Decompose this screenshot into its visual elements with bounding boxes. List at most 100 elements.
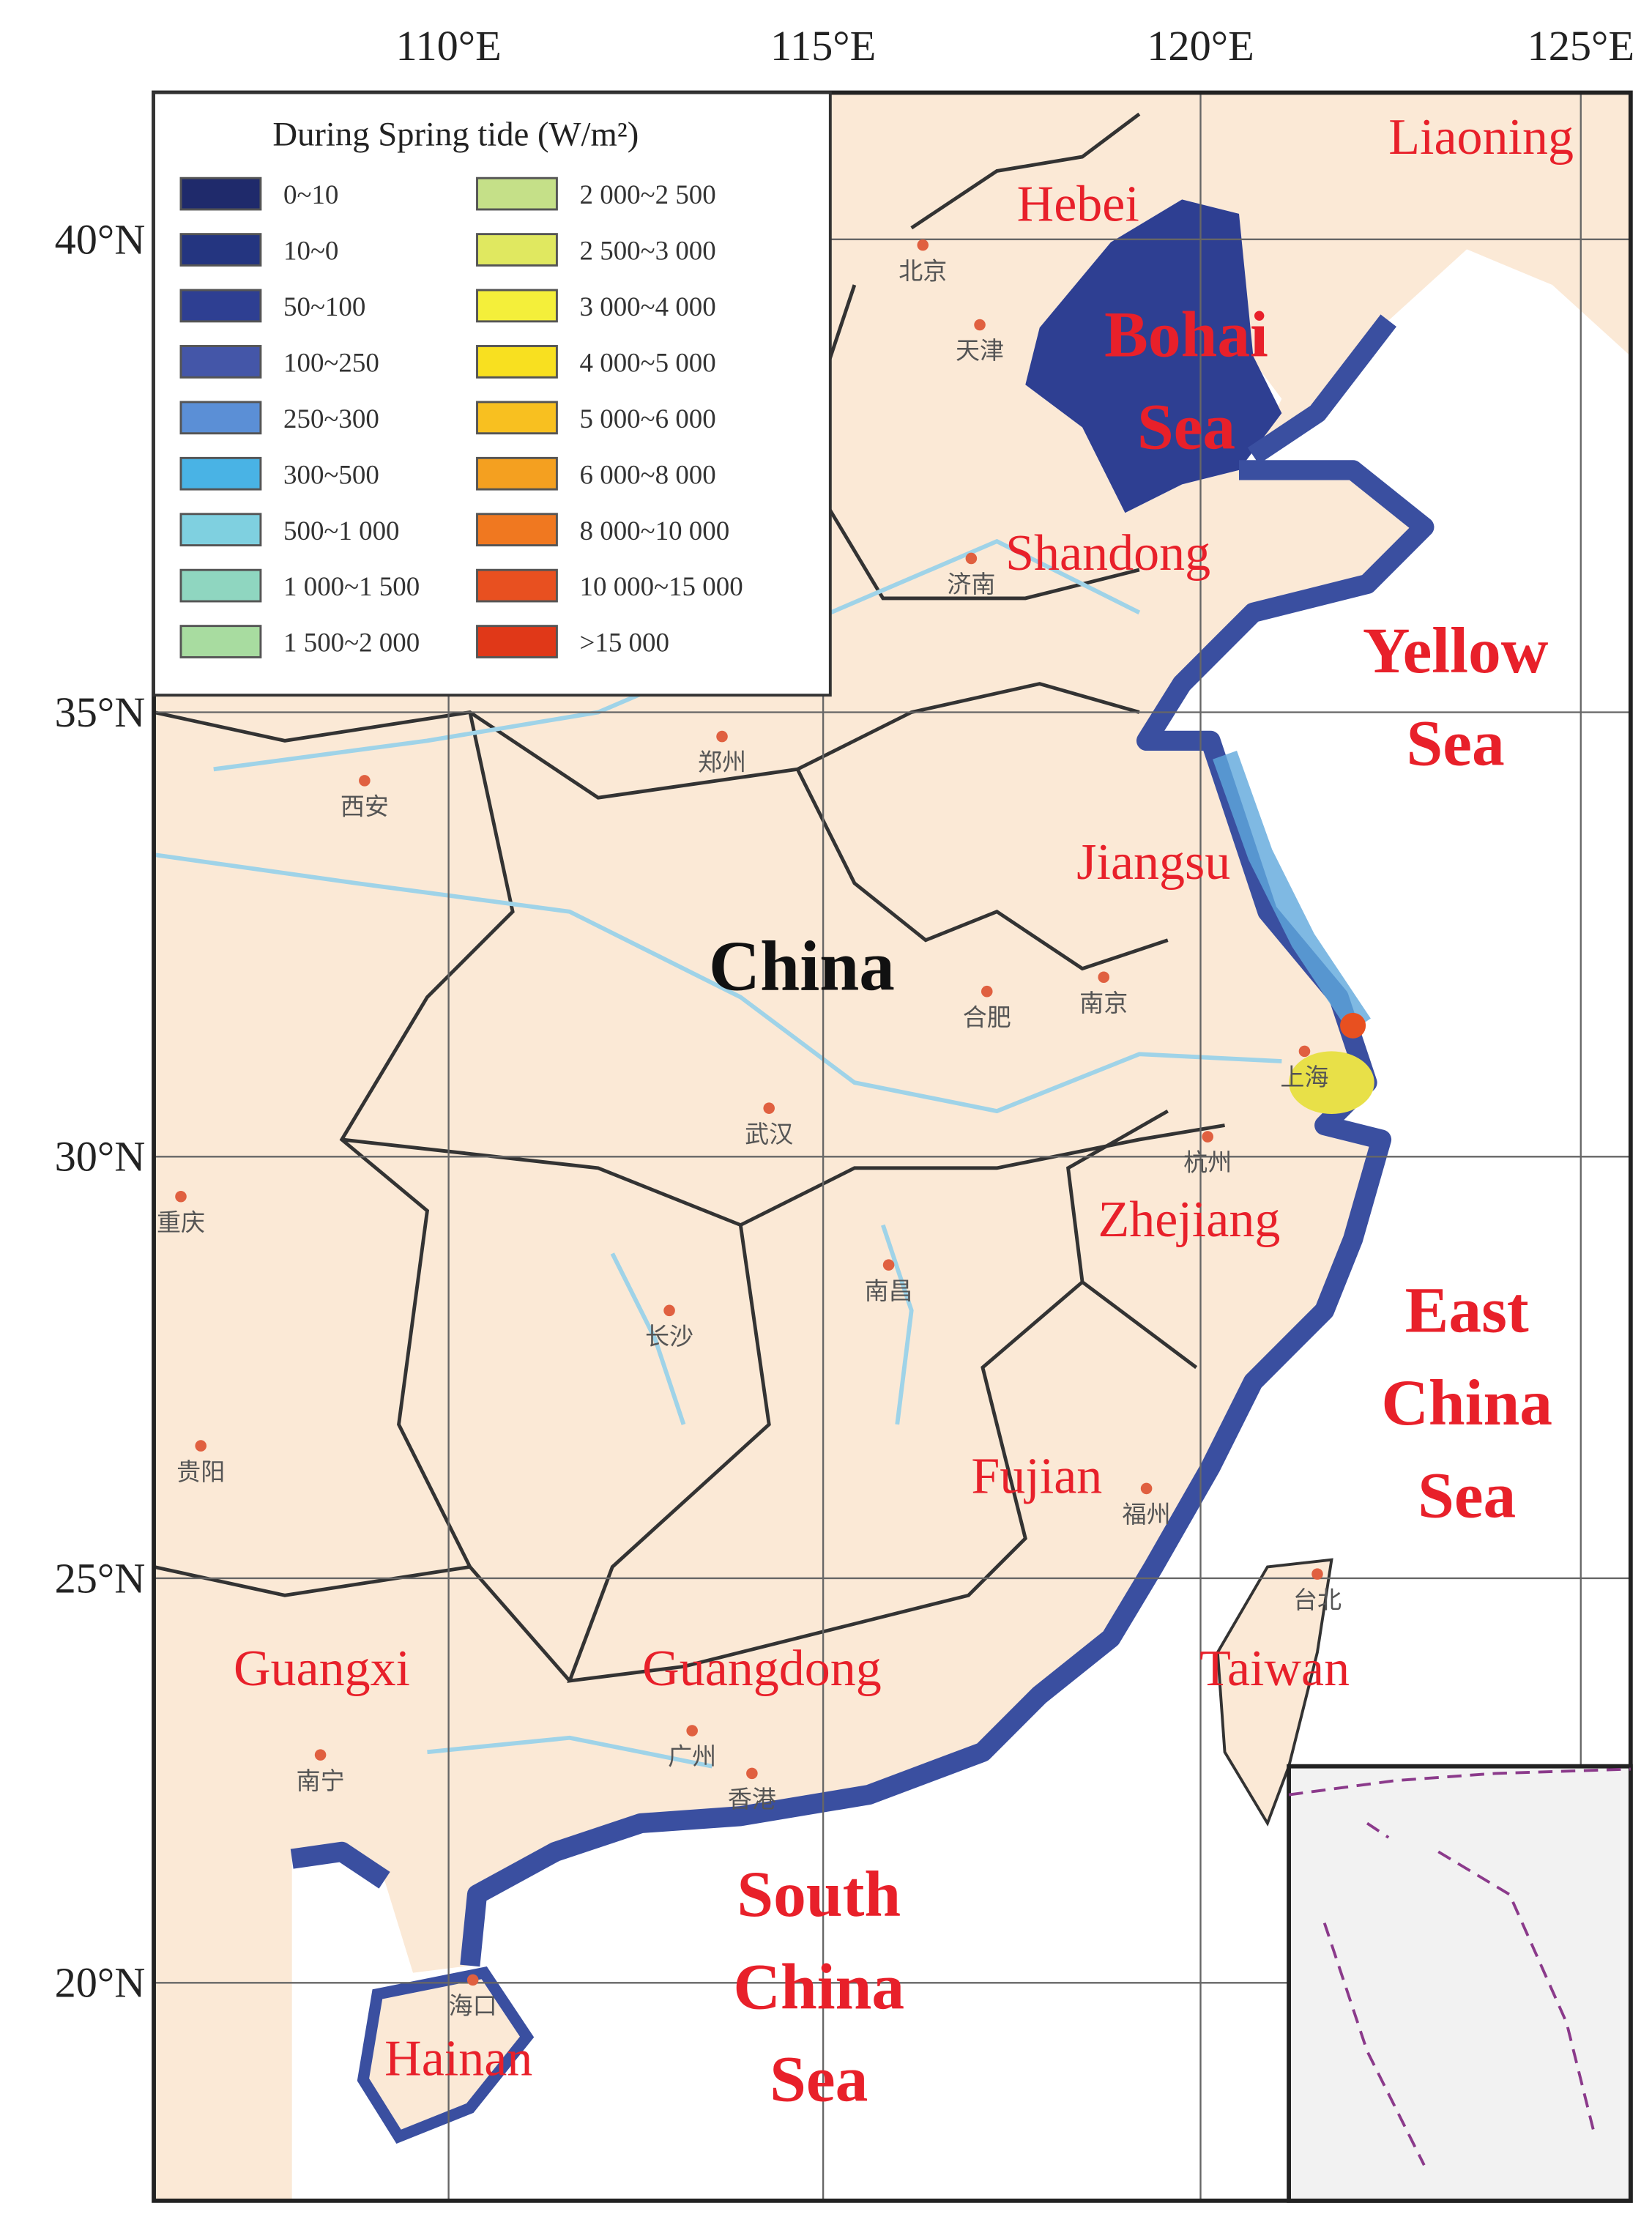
sea-label: Sea [1407, 707, 1505, 779]
legend-label: 250~300 [283, 404, 379, 434]
legend-swatch [179, 289, 262, 323]
city-label: 合肥 [963, 1003, 1011, 1031]
city-marker [974, 319, 986, 331]
city-label: 北京 [898, 256, 947, 285]
inset-boundaries [1288, 1767, 1631, 2166]
city-label: 郑州 [698, 748, 746, 776]
city-label: 南京 [1079, 989, 1128, 1017]
sea-label: Sea [770, 2043, 868, 2116]
city-marker [1202, 1131, 1213, 1143]
city-label: 广州 [668, 1742, 716, 1771]
city-label: 南宁 [297, 1767, 345, 1795]
city-label: 重庆 [157, 1208, 205, 1236]
legend-swatch [179, 233, 262, 267]
province-label: Zhejiang [1098, 1192, 1281, 1248]
city-label: 上海 [1280, 1063, 1328, 1091]
coastal-tidal-band [290, 314, 1435, 1967]
legend-label: 10 000~15 000 [580, 571, 743, 601]
longitude-label: 120°E [1147, 22, 1254, 70]
legend-label: 2 000~2 500 [580, 179, 716, 209]
province-label: Fujian [971, 1448, 1102, 1504]
sea-label: Yellow [1363, 614, 1549, 687]
legend-label: 1 500~2 000 [283, 628, 420, 658]
city-marker [686, 1725, 698, 1736]
shanghai-tidal-hotspot [1289, 1051, 1374, 1114]
bohai-tidal-zone [1025, 199, 1282, 513]
city-marker [981, 985, 993, 998]
city-marker [195, 1440, 206, 1452]
city-marker [763, 1102, 775, 1114]
province-label: Hainan [384, 2031, 532, 2087]
sea-label: Sea [1137, 391, 1235, 464]
longitude-label: 115°E [770, 22, 876, 70]
city-marker [1298, 1045, 1311, 1058]
province-label: Guangxi [234, 1641, 410, 1697]
province-label: Hebei [1017, 177, 1139, 233]
legend-label: 10~0 [283, 236, 338, 266]
legend-swatch [179, 401, 262, 435]
city-marker [1140, 1482, 1153, 1495]
legend-swatch [476, 625, 558, 658]
legend-swatch [476, 345, 558, 379]
province-label: Taiwan [1199, 1641, 1350, 1697]
sea-label: Sea [1418, 1459, 1516, 1531]
legend-label: 0~10 [283, 179, 338, 209]
legend-label: 2 500~3 000 [580, 236, 716, 266]
city-label: 海口 [449, 1991, 497, 2020]
legend-swatch [179, 456, 262, 491]
legend-swatch [179, 568, 262, 603]
province-label: Shandong [1005, 525, 1210, 582]
city-label: 贵阳 [176, 1457, 225, 1486]
taiwan [1216, 1558, 1333, 1827]
city-label: 福州 [1123, 1500, 1171, 1528]
legend-label: 5 000~6 000 [580, 404, 716, 434]
city-label: 杭州 [1183, 1148, 1232, 1177]
legend-label: 4 000~5 000 [580, 347, 716, 377]
sea-label: Bohai [1104, 298, 1268, 371]
shelf-tidal-band [1213, 750, 1371, 1033]
city-label: 济南 [947, 570, 995, 598]
city-label: 武汉 [745, 1120, 793, 1148]
city-marker [663, 1304, 675, 1317]
city-marker [746, 1767, 758, 1780]
hainan [357, 1966, 535, 2144]
legend: 0~10 10~0 50~100 100~250 250~300 300~500 500~1… [179, 177, 743, 658]
legend-label: 500~1 000 [283, 516, 399, 546]
legend-label: >15 000 [580, 628, 669, 658]
legend-swatch [476, 233, 558, 267]
city-label: 南昌 [865, 1277, 913, 1305]
legend-swatch [476, 289, 558, 323]
city-marker [1311, 1568, 1323, 1580]
legend-label: 1 000~1 500 [283, 571, 420, 601]
city-marker [359, 775, 371, 787]
legend-swatch [476, 568, 558, 603]
city-marker [175, 1190, 187, 1203]
legend-label: 6 000~8 000 [580, 459, 716, 489]
city-marker [965, 552, 978, 565]
legend-label: 8 000~10 000 [580, 516, 730, 546]
legend-swatch [179, 345, 262, 379]
city-marker [314, 1749, 327, 1761]
city-marker [882, 1259, 895, 1271]
legend-swatch [179, 177, 262, 211]
legend-swatch [476, 177, 558, 211]
province-label: Guangdong [642, 1641, 882, 1697]
latitude-label: 20°N [55, 1959, 146, 2007]
legend-title: During Spring tide (W/m²) [272, 115, 639, 153]
legend-swatch [179, 513, 262, 547]
latitude-label: 25°N [55, 1554, 146, 1602]
city-marker [1098, 971, 1110, 984]
legend-swatch [179, 625, 262, 658]
legend-label: 300~500 [283, 459, 379, 489]
country-label: China [709, 927, 895, 1006]
labels: 110°E 115°E 120°E 125°E 40°N 35°N 30°N 25°N 20°N… [55, 22, 1634, 2116]
city-marker [466, 1974, 479, 1986]
sea-label: China [1381, 1367, 1552, 1439]
hotspot [1340, 1012, 1366, 1039]
longitude-label: 125°E [1528, 22, 1634, 70]
latitude-label: 30°N [55, 1133, 146, 1181]
legend-swatch [476, 456, 558, 491]
province-label: Jiangsu [1076, 834, 1230, 891]
